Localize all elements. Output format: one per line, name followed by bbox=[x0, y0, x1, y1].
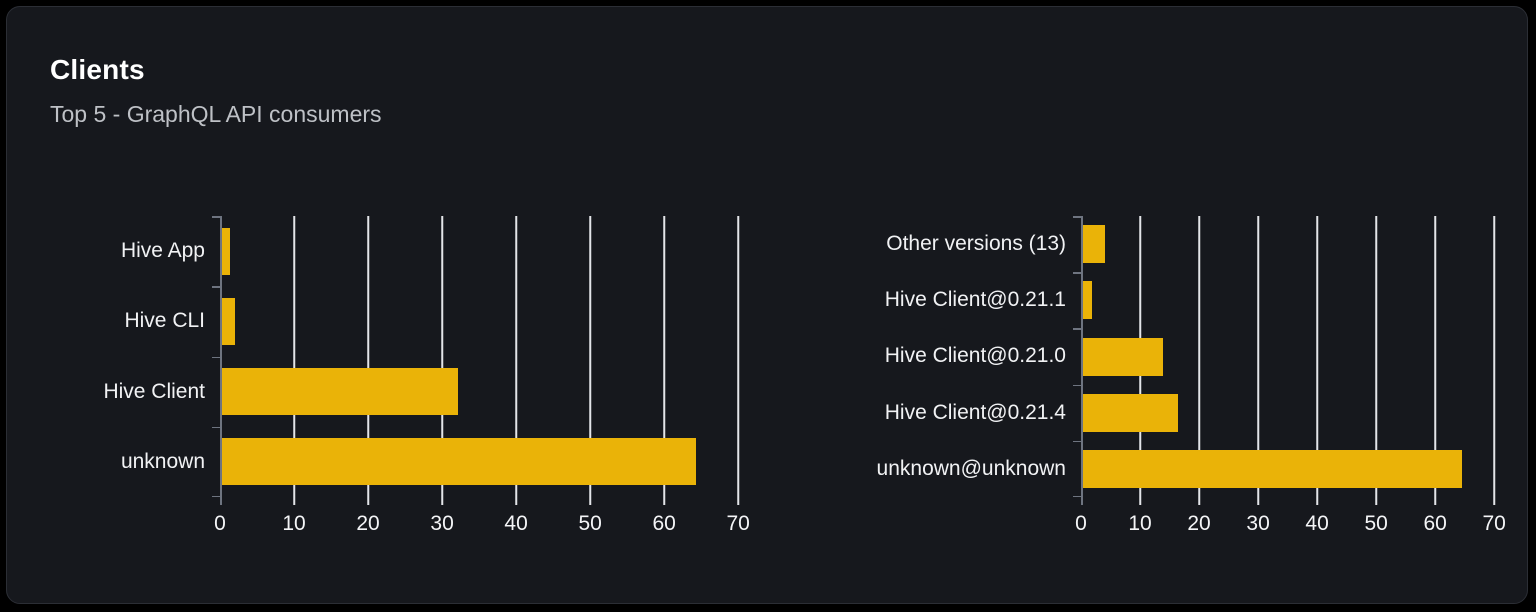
y-axis-tick bbox=[1073, 328, 1081, 330]
grid-line bbox=[589, 216, 591, 505]
bar-hive-client[interactable] bbox=[220, 368, 458, 416]
x-axis-tick-label: 30 bbox=[1246, 512, 1270, 535]
category-labels: Other versions (13) Hive Client@0.21.1 Hiv… bbox=[846, 216, 1066, 497]
plot-wrap: 0 10 20 30 40 50 60 70 bbox=[1073, 216, 1506, 540]
grid-line bbox=[1198, 216, 1200, 505]
card-title: Clients bbox=[50, 54, 145, 85]
bar-hive-client-0-21-1[interactable] bbox=[1081, 281, 1092, 320]
y-axis-tick bbox=[1073, 495, 1081, 497]
category-label: Hive Client bbox=[103, 379, 205, 403]
x-axis-tick-label: 10 bbox=[1128, 512, 1152, 535]
category-label: Hive App bbox=[120, 239, 205, 263]
x-axis-tick bbox=[220, 497, 222, 505]
y-axis-tick bbox=[212, 216, 220, 218]
category-label: Other versions (13) bbox=[886, 232, 1066, 256]
x-axis-tick-label: 0 bbox=[1075, 512, 1087, 535]
grid-line bbox=[1493, 216, 1495, 505]
grid-line bbox=[1434, 216, 1436, 505]
y-axis-line bbox=[1081, 216, 1083, 497]
plot-area bbox=[212, 216, 753, 505]
x-axis-tick-label: 60 bbox=[652, 512, 676, 535]
clients-card: Clients Top 5 - GraphQL API consumers Hi… bbox=[6, 6, 1528, 604]
grid-line bbox=[737, 216, 739, 505]
grid-line bbox=[441, 216, 443, 505]
x-axis-tick bbox=[1081, 497, 1083, 505]
x-axis-tick-label: 40 bbox=[1305, 512, 1329, 535]
x-axis-tick-label: 10 bbox=[282, 512, 306, 535]
grid-line bbox=[293, 216, 295, 505]
plot-area bbox=[1073, 216, 1506, 505]
bar-unknown-unknown[interactable] bbox=[1081, 449, 1462, 488]
y-axis-line bbox=[220, 216, 222, 497]
x-axis-labels: 0 10 20 30 40 50 60 70 bbox=[214, 512, 753, 540]
bar-hive-app[interactable] bbox=[220, 227, 231, 275]
category-labels: Hive App Hive CLI Hive Client unknown bbox=[50, 216, 205, 497]
x-axis-tick-label: 20 bbox=[356, 512, 380, 535]
category-label: Hive CLI bbox=[124, 309, 205, 333]
x-axis-tick-label: 60 bbox=[1423, 512, 1447, 535]
category-label: unknown@unknown bbox=[876, 456, 1066, 480]
y-axis-tick bbox=[1073, 384, 1081, 387]
grid-line bbox=[1375, 216, 1377, 505]
category-label: Hive Client@0.21.1 bbox=[884, 288, 1066, 312]
grid-line bbox=[367, 216, 369, 505]
x-axis-tick-label: 50 bbox=[1364, 512, 1388, 535]
x-axis-tick-label: 0 bbox=[214, 512, 226, 535]
bar-other-versions-13[interactable] bbox=[1081, 225, 1105, 264]
category-label: Hive Client@0.21.0 bbox=[884, 344, 1066, 368]
card-subtitle: Top 5 - GraphQL API consumers bbox=[50, 101, 382, 127]
y-axis-tick bbox=[1073, 272, 1081, 274]
x-axis-tick-label: 20 bbox=[1187, 512, 1211, 535]
y-axis-tick bbox=[1073, 440, 1081, 443]
grid-line bbox=[663, 216, 665, 505]
grid-line bbox=[1316, 216, 1318, 505]
y-axis-tick bbox=[212, 495, 220, 497]
bar-hive-cli[interactable] bbox=[220, 297, 235, 345]
x-axis-labels: 0 10 20 30 40 50 60 70 bbox=[1075, 512, 1506, 540]
y-axis-tick bbox=[212, 426, 220, 429]
x-axis-tick-label: 40 bbox=[504, 512, 528, 535]
y-axis-tick bbox=[212, 286, 220, 288]
bar-chart-clients: Hive App Hive CLI Hive Client unknown 0 10 20… bbox=[50, 216, 753, 540]
bar-hive-client-0-21-4[interactable] bbox=[1081, 393, 1178, 432]
grid-line bbox=[515, 216, 517, 505]
y-axis-tick bbox=[212, 356, 220, 358]
x-axis-tick-label: 30 bbox=[430, 512, 454, 535]
grid-line bbox=[1257, 216, 1259, 505]
plot-wrap: 0 10 20 30 40 50 60 70 bbox=[212, 216, 753, 540]
category-label: Hive Client@0.21.4 bbox=[884, 400, 1066, 424]
x-axis-tick-label: 70 bbox=[1482, 512, 1506, 535]
y-axis-tick bbox=[1073, 216, 1081, 218]
category-label: unknown bbox=[120, 449, 205, 473]
bar-chart-client-versions: Other versions (13) Hive Client@0.21.1 Hiv… bbox=[846, 216, 1506, 540]
bar-hive-client-0-21-0[interactable] bbox=[1081, 337, 1164, 376]
x-axis-tick-label: 70 bbox=[726, 512, 750, 535]
bar-unknown[interactable] bbox=[220, 438, 696, 486]
x-axis-tick-label: 50 bbox=[578, 512, 602, 535]
